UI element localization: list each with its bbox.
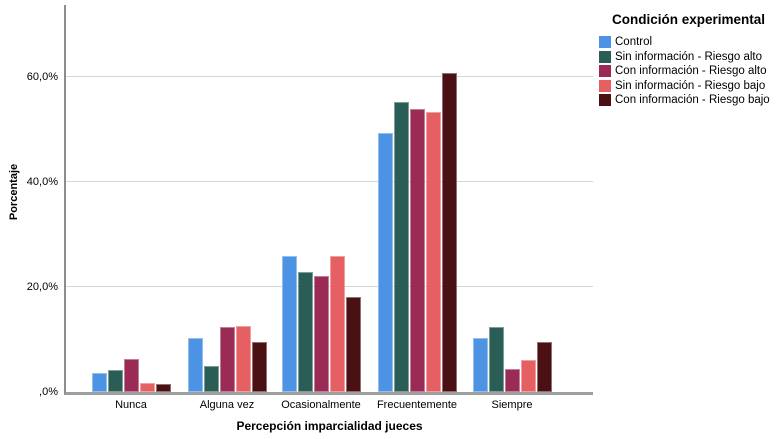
bar xyxy=(219,326,235,392)
legend-item: Control xyxy=(599,36,779,49)
bar-group-0 xyxy=(91,5,172,392)
bar xyxy=(504,368,520,392)
bar xyxy=(536,341,552,392)
bar xyxy=(393,101,409,392)
bar xyxy=(123,359,139,392)
legend-item-label: Sin información - Riesgo bajo xyxy=(615,79,766,92)
bar xyxy=(107,370,123,392)
legend-swatch-icon xyxy=(599,65,611,78)
bar xyxy=(488,327,504,392)
legend-item-label: Con información - Riesgo bajo xyxy=(615,94,770,106)
gridline-40 xyxy=(66,180,593,182)
legend-swatch-icon xyxy=(599,50,611,63)
legend-item: Con información - Riesgo alto xyxy=(599,65,779,78)
bar-group-3 xyxy=(377,5,458,392)
bar xyxy=(409,108,425,392)
legend-items: Control Sin información - Riesgo alto Con … xyxy=(599,36,779,107)
legend-swatch-icon xyxy=(599,36,611,49)
bar xyxy=(297,272,313,392)
bar xyxy=(345,297,361,392)
bar-group-4 xyxy=(472,5,553,392)
y-tick-label: 60,0% xyxy=(26,70,58,83)
bar xyxy=(251,342,267,392)
legend-title: Condición experimental xyxy=(612,12,766,27)
bar xyxy=(441,73,457,392)
bar xyxy=(425,111,441,392)
bar xyxy=(155,383,171,392)
bar xyxy=(472,338,488,392)
bar xyxy=(203,366,219,392)
category-label: Alguna vez xyxy=(199,399,255,411)
bar xyxy=(329,256,345,392)
y-axis-title: Porcentaje xyxy=(8,163,20,221)
bar-group-2 xyxy=(281,5,362,392)
bar xyxy=(187,338,203,392)
y-tick-label: 40,0% xyxy=(26,175,58,188)
gridline-60 xyxy=(66,75,593,77)
bar xyxy=(235,325,251,392)
category-label: Nunca xyxy=(115,399,147,411)
bar xyxy=(313,275,329,392)
bar xyxy=(139,383,155,392)
bar xyxy=(91,372,107,392)
legend-item: Con información - Riesgo bajo xyxy=(599,94,779,107)
bar xyxy=(377,132,393,392)
category-label: Frecuentemente xyxy=(376,399,458,411)
category-label: Siempre xyxy=(491,399,533,411)
legend-item: Sin información - Riesgo bajo xyxy=(599,80,779,93)
legend-item-label: Sin información - Riesgo alto xyxy=(615,50,763,63)
category-label: Ocasionalmente xyxy=(281,399,361,411)
legend-item: Sin información - Riesgo alto xyxy=(599,51,779,64)
legend-item-label: Control xyxy=(615,36,653,48)
y-tick-label: ,0% xyxy=(39,386,58,398)
plot-area xyxy=(64,5,593,395)
bar-group-1 xyxy=(187,5,268,392)
legend: Condición experimental Control Sin inform… xyxy=(599,12,779,109)
legend-swatch-icon xyxy=(599,94,611,107)
y-tick-label: 20,0% xyxy=(26,280,58,293)
bar xyxy=(520,359,536,392)
x-axis-title: Percepción imparcialidad jueces xyxy=(236,419,423,433)
legend-swatch-icon xyxy=(599,79,611,92)
bar xyxy=(281,255,297,392)
legend-item-label: Con información - Riesgo alto xyxy=(615,65,767,77)
